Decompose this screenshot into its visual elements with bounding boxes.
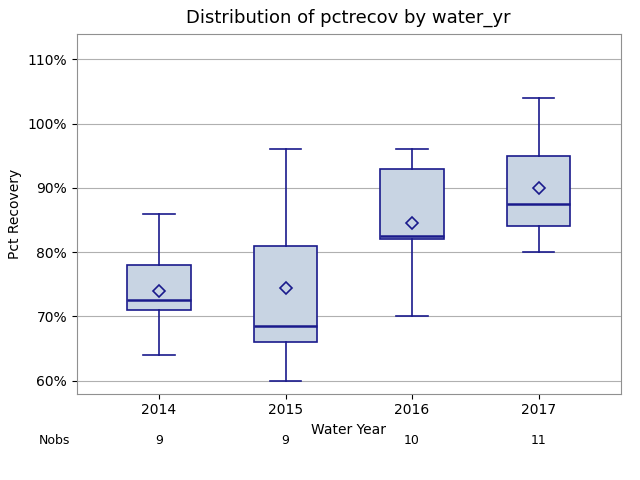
PathPatch shape	[507, 156, 570, 227]
Text: Nobs: Nobs	[38, 434, 70, 447]
Text: 9: 9	[282, 434, 289, 447]
PathPatch shape	[380, 168, 444, 240]
X-axis label: Water Year: Water Year	[311, 423, 387, 437]
Title: Distribution of pctrecov by water_yr: Distribution of pctrecov by water_yr	[186, 9, 511, 27]
Text: 11: 11	[531, 434, 547, 447]
PathPatch shape	[254, 246, 317, 342]
Text: 10: 10	[404, 434, 420, 447]
Y-axis label: Pct Recovery: Pct Recovery	[8, 168, 22, 259]
Text: 9: 9	[155, 434, 163, 447]
PathPatch shape	[127, 265, 191, 310]
